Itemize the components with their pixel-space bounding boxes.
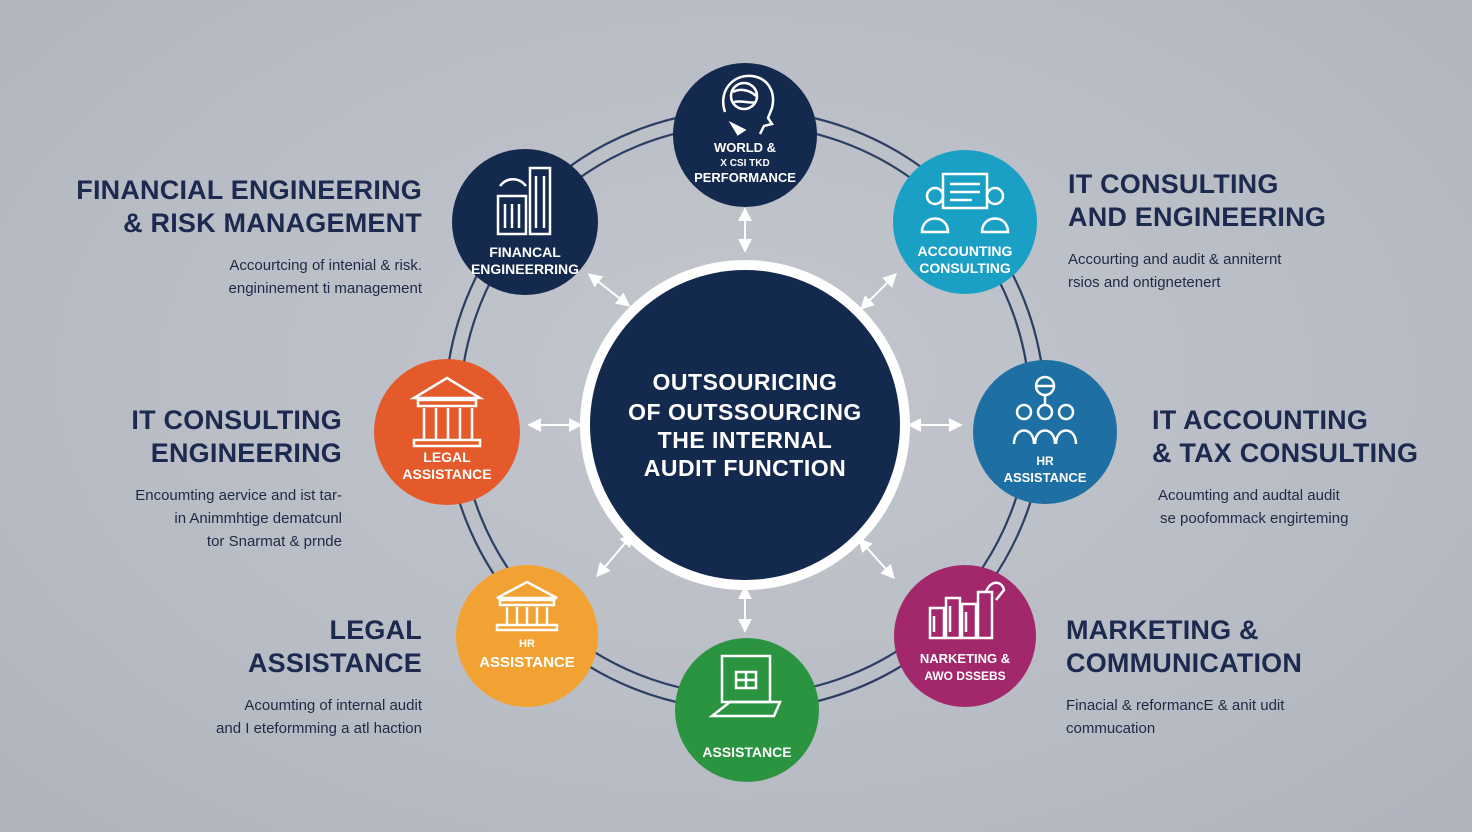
side-legal-title-2: ASSISTANCE	[247, 648, 422, 678]
side-mkt-title: MARKETING & COMMUNICATION	[1066, 614, 1386, 680]
node-marketing-line-1: NARKETING &	[920, 651, 1010, 666]
side-fin-desc: Accourtcing of intenial & risk. enginine…	[62, 254, 422, 300]
node-financial-line-1: FINANCAL	[489, 244, 561, 260]
people-network-icon	[1012, 375, 1078, 445]
bank-icon	[495, 580, 559, 632]
side-itcons-title-1: IT CONSULTING	[1068, 169, 1279, 199]
side-itcons-desc-2: rsios and ontignetenert	[1068, 274, 1221, 291]
arrow-top-left	[587, 273, 631, 307]
side-fin-title-2: & RISK MANAGEMENT	[123, 208, 422, 238]
node-assistance-bottom[interactable]: ASSISTANCE	[675, 638, 819, 782]
node-accounting-line-2: CONSULTING	[919, 260, 1011, 276]
center-line-4: AUDIT FUNCTION	[644, 455, 846, 481]
node-assistance-line-1: ASSISTANCE	[702, 744, 791, 760]
side-mkt-desc: Finacial & reformancE & anit udit commuc…	[1066, 694, 1386, 740]
side-itacct-desc-2: se poofommack engirteming	[1160, 510, 1349, 527]
side-legal-assistance: LEGAL ASSISTANCE Acoumting of internal a…	[102, 614, 422, 740]
node-hr-right-line-2: ASSISTANCE	[1004, 470, 1087, 485]
center-circle	[590, 270, 900, 580]
node-hr-left-line-1: HR	[519, 638, 535, 650]
side-legal-title-1: LEGAL	[329, 615, 422, 645]
office-building-icon	[708, 654, 782, 718]
side-fin-title-1: FINANCIAL ENGINEERING	[76, 175, 422, 205]
side-itacct-desc: Acoumting and audtal audit se poofommack…	[1152, 484, 1452, 530]
node-top-line-2: X CSI TKD	[720, 158, 769, 169]
side-legal-desc-1: Acoumting of internal audit	[244, 697, 422, 714]
side-itacct-title: IT ACCOUNTING & TAX CONSULTING	[1152, 404, 1452, 470]
center-line-3: THE INTERNAL	[658, 427, 833, 453]
node-hr-left-line-2: ASSISTANCE	[479, 654, 575, 671]
side-fin-desc-2: engininement ti management	[228, 280, 422, 297]
node-top-line-3: PERFORMANCE	[694, 170, 796, 185]
center-line-2: OF OUTSSOURCING	[628, 399, 862, 425]
side-itcons-title-2: AND ENGINEERING	[1068, 202, 1327, 232]
node-hr-assistance-left[interactable]: HR ASSISTANCE	[456, 565, 598, 707]
side-mkt-desc-2: commucation	[1066, 720, 1156, 737]
building-icon	[496, 166, 552, 236]
side-itce-desc-3: tor Snarmat & prnde	[206, 533, 342, 550]
side-mkt-title-2: COMMUNICATION	[1066, 648, 1303, 678]
node-world-performance[interactable]: WORLD & X CSI TKD PERFORMANCE	[673, 63, 817, 207]
side-legal-title: LEGAL ASSISTANCE	[102, 614, 422, 680]
side-mkt-desc-1: Finacial & reformancE & anit udit	[1066, 697, 1285, 714]
node-accounting-consulting[interactable]: ACCOUNTING CONSULTING	[893, 150, 1037, 294]
side-legal-desc: Acoumting of internal audit and I etefor…	[102, 694, 422, 740]
side-financial-engineering: FINANCIAL ENGINEERING & RISK MANAGEMENT …	[62, 174, 422, 300]
connector-arrows	[527, 207, 963, 633]
node-financial-engineering[interactable]: FINANCAL ENGINEERRING	[452, 149, 598, 295]
arrow-bottom-left	[596, 532, 634, 578]
side-itce-desc-1: Encoumting aervice and ist tar-	[135, 487, 342, 504]
node-legal-assistance[interactable]: LEGAL ASSISTANCE	[374, 359, 520, 505]
node-legal-line-2: ASSISTANCE	[402, 466, 491, 482]
side-it-accounting: IT ACCOUNTING & TAX CONSULTING Acoumting…	[1152, 404, 1452, 530]
node-hr-right-line-1: HR	[1036, 454, 1054, 468]
arrow-bottom-right	[858, 537, 895, 580]
node-marketing[interactable]: NARKETING & AWO DSSEBS	[894, 565, 1036, 707]
side-fin-desc-1: Accourtcing of intenial & risk.	[229, 257, 422, 274]
side-mkt-title-1: MARKETING &	[1066, 615, 1259, 645]
side-legal-desc-2: and I eteformming a atl haction	[216, 720, 422, 737]
side-fin-title: FINANCIAL ENGINEERING & RISK MANAGEMENT	[62, 174, 422, 240]
side-itce-title-1: IT CONSULTING	[131, 405, 342, 435]
center-line-1: OUTSOURICING	[653, 369, 838, 395]
side-itce-desc: Encoumting aervice and ist tar- in Animm…	[42, 484, 342, 553]
node-financial-line-2: ENGINEERRING	[471, 261, 579, 277]
node-accounting-line-1: ACCOUNTING	[918, 243, 1013, 259]
side-itcons-desc-1: Accourting and audit & anniternt	[1068, 251, 1282, 268]
side-itce-title: IT CONSULTING ENGINEERING	[42, 404, 342, 470]
node-marketing-line-2: AWO DSSEBS	[924, 669, 1005, 683]
side-itcons-desc: Accourting and audit & anniternt rsios a…	[1068, 248, 1388, 294]
head-globe-icon	[722, 74, 775, 136]
arrow-top-right	[860, 273, 897, 310]
side-itcons-title: IT CONSULTING AND ENGINEERING	[1068, 168, 1388, 234]
side-itacct-title-2: & TAX CONSULTING	[1152, 438, 1419, 468]
node-top-line-1: WORLD &	[714, 140, 776, 155]
side-itacct-desc-1: Acoumting and audtal audit	[1158, 487, 1340, 504]
side-it-consulting: IT CONSULTING AND ENGINEERING Accourting…	[1068, 168, 1388, 294]
node-legal-line-1: LEGAL	[423, 449, 471, 465]
side-marketing: MARKETING & COMMUNICATION Finacial & ref…	[1066, 614, 1386, 740]
side-itacct-title-1: IT ACCOUNTING	[1152, 405, 1369, 435]
node-hr-assistance-right[interactable]: HR ASSISTANCE	[973, 360, 1117, 504]
center-hub[interactable]: OUTSOURICING OF OUTSSOURCING THE INTERNA…	[580, 260, 910, 590]
side-itce-desc-2: in Animmhtige dematcunl	[174, 510, 342, 527]
side-itce-title-2: ENGINEERING	[150, 438, 342, 468]
consultants-icon	[920, 172, 1010, 234]
courthouse-icon	[409, 376, 485, 448]
city-icon	[928, 581, 1006, 640]
side-it-consulting-engineering: IT CONSULTING ENGINEERING Encoumting aer…	[42, 404, 342, 553]
